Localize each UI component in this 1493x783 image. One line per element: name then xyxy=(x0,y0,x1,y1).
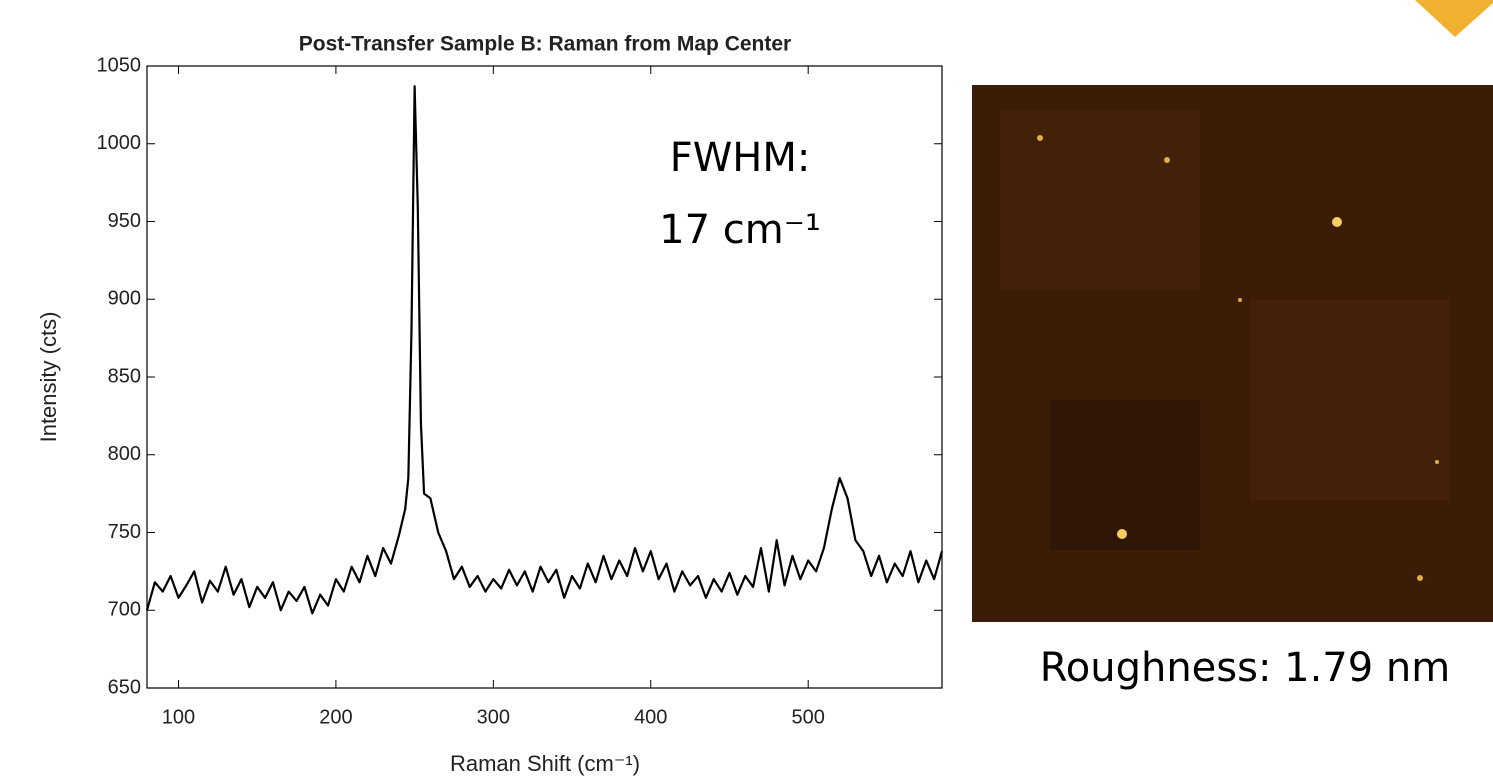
afm-region xyxy=(1000,110,1200,290)
spectrum-line xyxy=(145,85,944,615)
roughness-caption: Roughness: 1.79 nm xyxy=(1040,645,1451,691)
afm-speck xyxy=(1037,135,1043,141)
y-tick-label: 800 xyxy=(108,443,141,465)
x-axis-label: Raman Shift (cm⁻¹) xyxy=(450,751,640,776)
y-tick-label: 700 xyxy=(108,599,141,621)
annotation: 17 cm⁻¹ xyxy=(659,207,821,253)
y-tick-label: 750 xyxy=(108,521,141,543)
afm-image xyxy=(972,85,1493,622)
y-tick-label: 950 xyxy=(108,210,141,232)
y-tick-label: 1050 xyxy=(97,54,142,76)
y-tick-label: 850 xyxy=(108,365,141,387)
chart-title: Post-Transfer Sample B: Raman from Map C… xyxy=(299,33,791,56)
x-tick-label: 400 xyxy=(634,706,667,728)
afm-speck xyxy=(1435,460,1439,464)
annotation: FWHM: xyxy=(670,135,811,181)
x-tick-label: 500 xyxy=(792,706,825,728)
y-tick-label: 900 xyxy=(108,288,141,310)
afm-speck xyxy=(1117,529,1127,539)
x-tick-label: 300 xyxy=(477,706,510,728)
x-tick-label: 200 xyxy=(319,706,352,728)
y-tick-label: 1000 xyxy=(97,132,142,154)
afm-speck xyxy=(1238,298,1242,302)
afm-region xyxy=(1050,400,1200,550)
afm-speck xyxy=(1417,575,1423,581)
y-axis-label: Intensity (cts) xyxy=(36,312,61,443)
afm-speck xyxy=(1164,157,1170,163)
afm-region xyxy=(1250,300,1450,500)
afm-speck xyxy=(1332,217,1342,227)
x-tick-label: 100 xyxy=(162,706,195,728)
y-tick-label: 650 xyxy=(108,676,141,698)
corner-decoration xyxy=(1415,0,1493,37)
